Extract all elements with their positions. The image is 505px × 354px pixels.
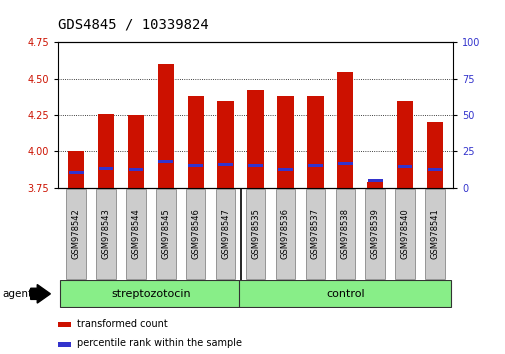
- FancyBboxPatch shape: [156, 189, 175, 279]
- Bar: [307, 96, 323, 188]
- Bar: [98, 167, 113, 170]
- Text: GSM978543: GSM978543: [102, 208, 110, 259]
- FancyBboxPatch shape: [126, 189, 145, 279]
- FancyBboxPatch shape: [305, 189, 324, 279]
- FancyBboxPatch shape: [335, 189, 354, 279]
- Text: GDS4845 / 10339824: GDS4845 / 10339824: [58, 18, 209, 32]
- Text: GSM978538: GSM978538: [340, 208, 349, 259]
- Bar: [58, 342, 71, 347]
- FancyBboxPatch shape: [60, 280, 241, 307]
- FancyArrow shape: [31, 285, 50, 303]
- FancyBboxPatch shape: [239, 280, 450, 307]
- Text: control: control: [325, 289, 364, 299]
- Bar: [158, 160, 173, 163]
- Bar: [128, 168, 143, 171]
- FancyBboxPatch shape: [394, 189, 414, 279]
- FancyBboxPatch shape: [66, 189, 86, 279]
- Bar: [396, 101, 413, 188]
- Text: streptozotocin: streptozotocin: [111, 289, 190, 299]
- Bar: [426, 122, 442, 188]
- Text: GSM978535: GSM978535: [250, 208, 260, 259]
- Text: GSM978547: GSM978547: [221, 208, 230, 259]
- Bar: [397, 165, 412, 167]
- Bar: [247, 90, 263, 188]
- Text: GSM978539: GSM978539: [370, 208, 379, 259]
- Bar: [217, 101, 233, 188]
- Text: GSM978540: GSM978540: [400, 208, 409, 259]
- Bar: [277, 169, 292, 171]
- Bar: [187, 96, 204, 188]
- Bar: [188, 164, 203, 167]
- Bar: [337, 162, 352, 165]
- Text: transformed count: transformed count: [77, 319, 168, 329]
- FancyBboxPatch shape: [186, 189, 205, 279]
- Bar: [58, 322, 71, 327]
- Bar: [69, 171, 83, 174]
- Text: GSM978542: GSM978542: [72, 208, 80, 259]
- Text: GSM978544: GSM978544: [131, 208, 140, 259]
- Bar: [68, 152, 84, 188]
- Bar: [427, 169, 441, 171]
- Text: GSM978546: GSM978546: [191, 208, 200, 259]
- FancyBboxPatch shape: [275, 189, 294, 279]
- FancyBboxPatch shape: [216, 189, 235, 279]
- Bar: [247, 164, 263, 167]
- FancyBboxPatch shape: [245, 189, 265, 279]
- Text: agent: agent: [3, 289, 33, 299]
- Text: GSM978545: GSM978545: [161, 208, 170, 259]
- Bar: [218, 163, 233, 166]
- Bar: [336, 72, 353, 188]
- FancyBboxPatch shape: [365, 189, 384, 279]
- FancyBboxPatch shape: [96, 189, 116, 279]
- FancyBboxPatch shape: [424, 189, 444, 279]
- Bar: [308, 164, 322, 167]
- Text: GSM978541: GSM978541: [430, 208, 438, 259]
- Bar: [367, 179, 382, 182]
- Text: GSM978536: GSM978536: [280, 208, 289, 259]
- Bar: [366, 182, 383, 188]
- Bar: [157, 64, 174, 188]
- Bar: [127, 115, 144, 188]
- Text: GSM978537: GSM978537: [310, 208, 319, 259]
- Bar: [277, 96, 293, 188]
- Text: percentile rank within the sample: percentile rank within the sample: [77, 338, 242, 348]
- Bar: [97, 114, 114, 188]
